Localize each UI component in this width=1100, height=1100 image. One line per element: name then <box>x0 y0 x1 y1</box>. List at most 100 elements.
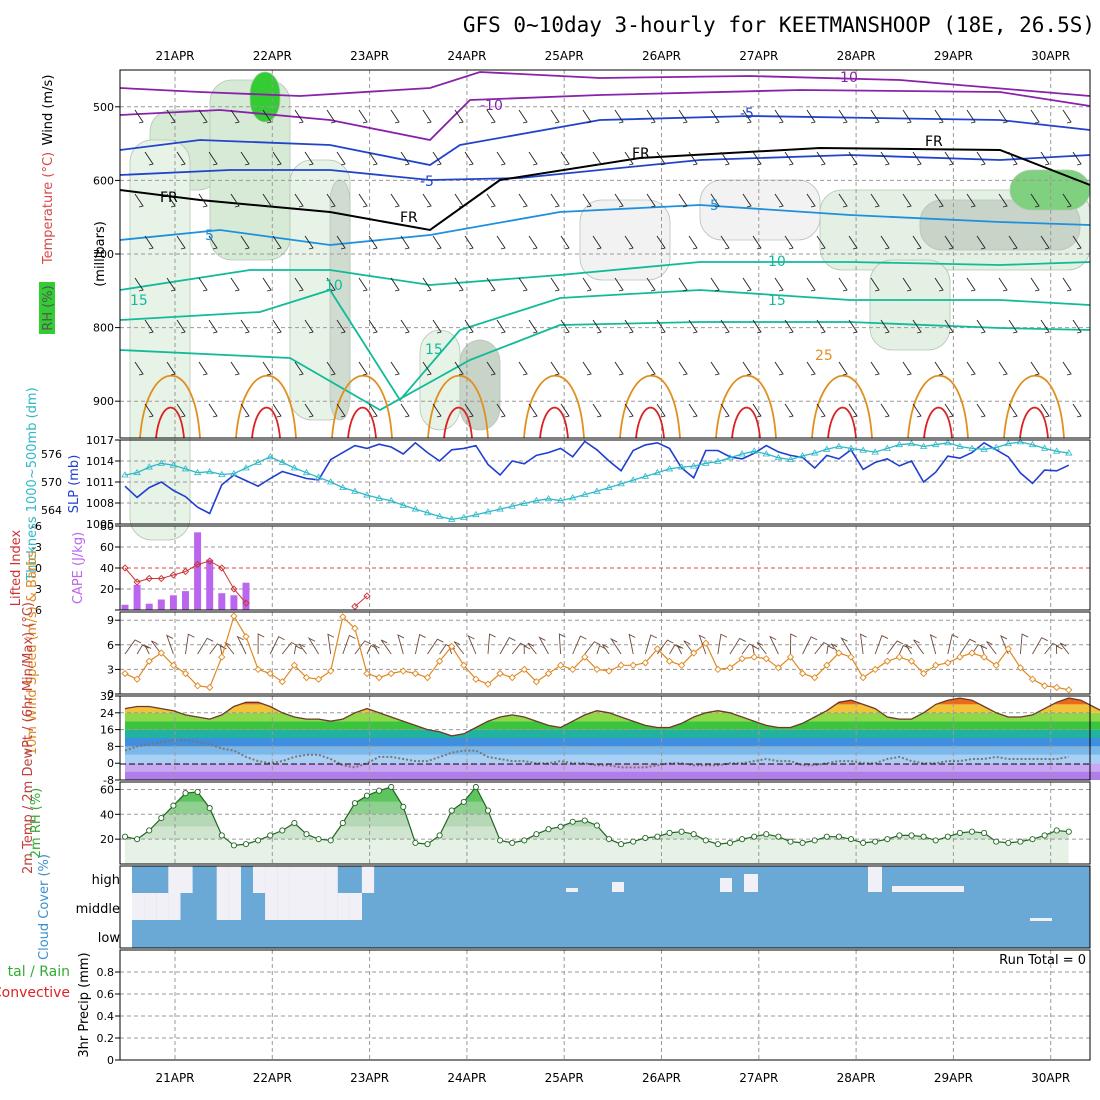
wind-barb <box>826 645 835 655</box>
thickness-marker <box>750 447 758 454</box>
thickness-marker <box>895 440 904 448</box>
wind-barb <box>816 235 826 250</box>
wind-barb <box>307 637 319 655</box>
wind-barb <box>756 641 767 655</box>
tick-label: -6 <box>31 520 42 533</box>
wind-barb <box>560 319 570 334</box>
wind-barb <box>358 361 368 376</box>
cloud-cell <box>216 893 229 920</box>
wind-speed-marker <box>956 653 964 661</box>
wind-speed-marker <box>520 665 528 674</box>
rh-marker <box>182 790 189 797</box>
rh-marker <box>642 834 649 841</box>
precip-rain-legend: tal / Rain <box>8 964 70 980</box>
wind-barb <box>304 151 314 166</box>
thickness-marker <box>375 494 383 501</box>
rh-marker <box>484 807 492 814</box>
wind-speed-marker <box>121 669 129 678</box>
wind-barb <box>528 403 538 418</box>
lifted-index-marker <box>230 585 238 593</box>
wind-barb <box>272 319 282 334</box>
wind-speed-marker <box>653 645 662 653</box>
precip-convective-legend: Convective <box>0 985 70 1001</box>
wind-barb <box>742 193 752 208</box>
wind-barb <box>717 633 728 655</box>
tick-label: 40 <box>100 562 114 575</box>
wind-speed-marker <box>677 661 686 669</box>
thickness-marker <box>641 472 650 479</box>
wind-barb <box>336 403 346 418</box>
temperature-line <box>124 697 1100 737</box>
date-label: 23APR <box>350 49 389 63</box>
wind-barb <box>432 235 442 250</box>
rh-marker <box>327 837 334 844</box>
wind-barb <box>934 109 944 124</box>
thickness-marker <box>568 494 577 501</box>
tick-label: 0 <box>107 688 114 701</box>
thickness-marker <box>798 452 807 459</box>
wind-barb <box>496 403 506 418</box>
wind-speed-marker <box>363 669 371 678</box>
wind-barb <box>298 643 307 655</box>
wind-speed-marker <box>496 669 504 678</box>
rh-band <box>125 801 1069 815</box>
tick-label: 40 <box>100 808 114 821</box>
rh-marker <box>363 792 371 799</box>
wind-speed-marker <box>1065 686 1073 694</box>
wind-barb <box>880 403 890 418</box>
contour-label: FR <box>925 134 943 150</box>
wind-speed-marker <box>690 649 698 657</box>
contour-label: 10 <box>325 278 343 294</box>
wind-barb <box>912 151 922 166</box>
wind-barb <box>1062 277 1072 292</box>
rh2m-grid <box>120 782 1090 864</box>
date-label: 28APR <box>837 49 876 63</box>
wind-barb <box>358 277 368 292</box>
wind-barb <box>1030 361 1040 376</box>
wind-barb <box>454 277 464 292</box>
wind-barb <box>272 151 282 166</box>
thickness-marker <box>1065 449 1073 456</box>
lifted-index-marker <box>181 567 190 576</box>
rh-marker <box>279 827 286 834</box>
thickness-marker <box>351 487 359 494</box>
slp-line <box>124 440 1070 515</box>
wind-barb <box>176 235 186 250</box>
wind10m-speed-markers <box>121 612 1073 694</box>
wind-speed-marker <box>1016 664 1025 672</box>
cloud-cell <box>301 866 314 893</box>
wind-barb <box>230 109 240 124</box>
wind-speed-marker <box>847 653 855 661</box>
rh-region <box>1009 169 1091 211</box>
wind-barb <box>1072 235 1082 250</box>
wind-barb <box>1019 633 1029 655</box>
rh-marker <box>678 828 685 835</box>
wind-barb <box>966 109 976 124</box>
wind-barb <box>1030 109 1040 124</box>
thickness-marker <box>181 465 190 472</box>
slp-axis-label: SLP (mb) <box>67 455 82 514</box>
wind-barb <box>624 403 634 418</box>
wind-speed-marker <box>484 680 492 688</box>
wind-barb <box>609 637 622 655</box>
wind-barb <box>848 151 858 166</box>
tick-label: 564 <box>41 504 62 517</box>
wind-speed-marker <box>181 669 190 678</box>
wind-barb <box>656 403 666 418</box>
wind-barb <box>870 193 880 208</box>
wind-barb <box>358 109 368 124</box>
thickness-marker <box>629 476 637 483</box>
wind-barb <box>944 403 954 418</box>
rh-marker <box>521 837 528 844</box>
date-label: 28APR <box>837 1071 876 1085</box>
wind-barb <box>742 277 752 292</box>
wind-barb <box>400 151 410 166</box>
wind-barb <box>913 639 924 655</box>
wind-barb <box>230 277 240 292</box>
rh-marker <box>884 836 891 843</box>
temperature-band <box>125 746 1100 755</box>
wind-barb <box>294 361 304 376</box>
thickness-marker <box>919 442 928 449</box>
wind-barb <box>144 644 152 655</box>
